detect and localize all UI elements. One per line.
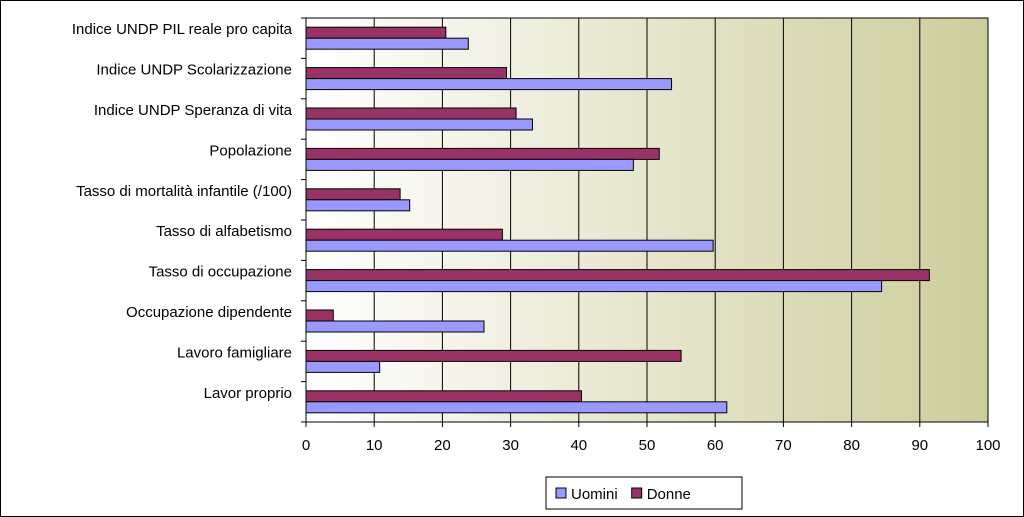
bar-uomini-tasso-di-occupazione: [305, 280, 883, 293]
x-tick-label-20: 20: [434, 437, 451, 454]
category-label-indice-undp-speranza-di-vita: Indice UNDP Speranza di vita: [94, 102, 293, 119]
legend-swatch-donne: [631, 487, 643, 499]
legend-label-donne: Donne: [647, 486, 691, 503]
bar-donne-occupazione-dipendente: [305, 309, 334, 322]
x-tick-label-90: 90: [911, 437, 928, 454]
bar-donne-tasso-di-mortalita-infantile-100: [305, 188, 401, 201]
bar-donne-tasso-di-alfabetismo: [305, 228, 503, 241]
bar-uomini-lavor-proprio: [305, 401, 728, 414]
x-tick-label-100: 100: [975, 437, 1000, 454]
bar-donne-tasso-di-occupazione: [305, 269, 930, 282]
labels: 0 10 20 30 40 50 60 70 80 90 100 Indice UNDP PIL re…: [72, 21, 1001, 454]
bar-uomini-tasso-di-mortalita-infantile-100: [305, 199, 411, 212]
x-tick-label-50: 50: [639, 437, 656, 454]
category-label-lavor-proprio: Lavor proprio: [204, 385, 292, 402]
bar-donne-popolazione: [305, 147, 660, 160]
axes: [301, 17, 989, 427]
category-label-tasso-di-occupazione: Tasso di occupazione: [149, 264, 292, 281]
bar-uomini-lavoro-famigliare: [305, 360, 381, 373]
legend-label-uomini: Uomini: [571, 486, 618, 503]
legend-swatch-uomini: [555, 487, 567, 499]
bar-uomini-indice-undp-pil-reale-pro-capita: [305, 37, 469, 50]
bar-uomini-popolazione: [305, 158, 634, 171]
category-label-lavoro-famigliare: Lavoro famigliare: [177, 344, 292, 361]
x-tick-label-60: 60: [707, 437, 724, 454]
bar-donne-indice-undp-scolarizzazione: [305, 67, 508, 80]
category-label-occupazione-dipendente: Occupazione dipendente: [126, 304, 292, 321]
x-tick-label-40: 40: [570, 437, 587, 454]
bar-uomini-tasso-di-alfabetismo: [305, 239, 714, 252]
legend: Uomini Donne: [545, 476, 743, 510]
x-tick-label-30: 30: [502, 437, 519, 454]
bar-uomini-indice-undp-scolarizzazione: [305, 78, 673, 91]
x-tick-label-0: 0: [302, 437, 310, 454]
category-label-indice-undp-scolarizzazione: Indice UNDP Scolarizzazione: [96, 62, 292, 79]
x-tick-label-70: 70: [775, 437, 792, 454]
category-label-popolazione: Popolazione: [209, 142, 292, 159]
bar-uomini-indice-undp-speranza-di-vita: [305, 118, 533, 131]
category-label-tasso-di-mortalita-infantile-100: Tasso di mortalità infantile (/100): [76, 183, 292, 200]
category-label-indice-undp-pil-reale-pro-capita: Indice UNDP PIL reale pro capita: [72, 21, 293, 38]
legend-box: [545, 476, 743, 510]
bar-uomini-occupazione-dipendente: [305, 320, 485, 333]
bar-donne-indice-undp-pil-reale-pro-capita: [305, 26, 447, 39]
bars: [305, 26, 930, 414]
x-tick-label-10: 10: [366, 437, 383, 454]
category-label-tasso-di-alfabetismo: Tasso di alfabetismo: [156, 223, 292, 240]
bar-donne-indice-undp-speranza-di-vita: [305, 107, 517, 120]
bar-donne-lavoro-famigliare: [305, 349, 682, 362]
bar-donne-lavor-proprio: [305, 390, 583, 403]
x-tick-label-80: 80: [843, 437, 860, 454]
